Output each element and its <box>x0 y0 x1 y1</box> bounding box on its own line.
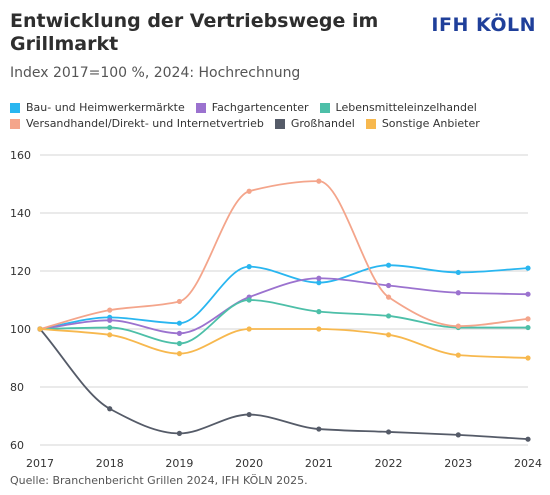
data-point-gro-handel <box>455 432 461 438</box>
data-point-sonstige-anbieter <box>316 326 322 332</box>
data-point-bau-und-heimwerkerm-rkte <box>316 280 322 286</box>
data-point-gro-handel <box>316 426 322 432</box>
legend-item-sonstige-anbieter: Sonstige Anbieter <box>365 117 480 130</box>
data-point-fachgartencenter <box>525 291 531 297</box>
data-point-sonstige-anbieter <box>246 326 252 332</box>
data-point-lebensmitteleinzelhandel <box>107 324 113 331</box>
data-point-sonstige-anbieter <box>455 352 461 358</box>
legend-swatch <box>10 102 20 113</box>
series-line-bau-und-heimwerkerm-rkte <box>39 264 529 330</box>
legend-item-versandhandel-direkt-und-internetvertrieb: Versandhandel/Direkt- und Internetvertri… <box>10 117 264 130</box>
data-point-lebensmitteleinzelhandel <box>385 313 392 319</box>
series-line-gro-handel <box>39 328 529 441</box>
data-point-fachgartencenter <box>107 317 113 323</box>
legend-label: Lebensmitteleinzelhandel <box>335 101 477 114</box>
data-point-gro-handel <box>176 430 183 436</box>
legend-item-lebensmitteleinzelhandel: Lebensmitteleinzelhandel <box>319 101 477 114</box>
x-tick-label: 2019 <box>165 457 193 470</box>
data-point-versandhandel-direkt-und-internetvertrieb <box>107 307 113 313</box>
series-line-fachgartencenter <box>39 277 529 335</box>
data-point-bau-und-heimwerkerm-rkte <box>176 320 183 326</box>
data-point-sonstige-anbieter <box>385 332 392 338</box>
legend-label: Fachgartencenter <box>211 101 309 114</box>
legend-label: Großhandel <box>290 117 355 130</box>
data-point-lebensmitteleinzelhandel <box>246 297 252 303</box>
brand-logo: IFH KÖLN <box>431 14 536 36</box>
source-note: Quelle: Branchenbericht Grillen 2024, IF… <box>10 474 308 487</box>
y-tick-label: 160 <box>10 149 31 162</box>
x-tick-label: 2023 <box>444 457 472 470</box>
data-point-bau-und-heimwerkerm-rkte <box>455 269 461 276</box>
data-point-lebensmitteleinzelhandel <box>176 340 183 347</box>
legend-label: Sonstige Anbieter <box>381 117 480 130</box>
data-point-versandhandel-direkt-und-internetvertrieb <box>246 188 252 194</box>
y-tick-label: 120 <box>10 265 31 278</box>
data-point-sonstige-anbieter <box>37 326 43 332</box>
data-point-bau-und-heimwerkerm-rkte <box>246 264 252 270</box>
data-point-lebensmitteleinzelhandel <box>316 309 322 315</box>
data-point-gro-handel <box>107 406 113 412</box>
line-chart: 60 80 100 120 140 160 2017 2018 2019 2020 2021 2022… <box>10 149 542 470</box>
data-point-gro-handel <box>385 429 392 435</box>
y-tick-label: 60 <box>10 439 24 452</box>
legend-label: Bau- und Heimwerkermärkte <box>26 101 185 114</box>
chart-title: Entwicklung der Vertriebswege im Grillma… <box>10 10 379 55</box>
data-point-fachgartencenter <box>455 290 461 296</box>
data-point-fachgartencenter <box>176 330 183 336</box>
legend-swatch <box>10 118 20 129</box>
x-tick-label: 2024 <box>514 457 542 470</box>
x-tick-label: 2017 <box>26 457 54 470</box>
y-tick-label: 80 <box>10 381 24 394</box>
data-point-fachgartencenter <box>316 275 322 281</box>
data-point-bau-und-heimwerkerm-rkte <box>525 265 531 271</box>
data-point-versandhandel-direkt-und-internetvertrieb <box>316 178 322 184</box>
series-line-versandhandel-direkt-und-internetvertrieb <box>39 180 529 330</box>
data-point-bau-und-heimwerkerm-rkte <box>385 262 392 268</box>
chart-legend: Bau- und Heimwerkermärkte Fachgartencente… <box>10 101 530 130</box>
y-tick-label: 140 <box>10 207 31 220</box>
series-line-sonstige-anbieter <box>39 328 529 359</box>
legend-swatch <box>319 102 330 113</box>
x-tick-label: 2022 <box>375 457 403 470</box>
x-tick-label: 2020 <box>235 457 263 470</box>
data-point-gro-handel <box>246 411 252 418</box>
x-tick-label: 2018 <box>96 457 124 470</box>
legend-item-fachgartencenter: Fachgartencenter <box>195 101 309 114</box>
legend-item-gro-handel: Großhandel <box>274 117 355 130</box>
data-point-versandhandel-direkt-und-internetvertrieb <box>525 316 531 322</box>
data-point-versandhandel-direkt-und-internetvertrieb <box>455 323 461 329</box>
series-line-lebensmitteleinzelhandel <box>39 299 528 345</box>
data-point-sonstige-anbieter <box>176 351 183 357</box>
legend-swatch <box>274 118 285 129</box>
data-point-versandhandel-direkt-und-internetvertrieb <box>385 294 392 300</box>
legend-swatch <box>195 102 206 113</box>
data-point-sonstige-anbieter <box>525 355 531 361</box>
legend-swatch <box>365 118 376 129</box>
data-point-gro-handel <box>525 436 531 442</box>
chart-subtitle: Index 2017=100 %, 2024: Hochrechnung <box>10 65 301 81</box>
data-point-fachgartencenter <box>385 282 392 289</box>
data-point-sonstige-anbieter <box>107 332 113 338</box>
legend-label: Versandhandel/Direkt- und Internetvertri… <box>26 117 264 130</box>
data-point-lebensmitteleinzelhandel <box>525 324 531 331</box>
x-tick-label: 2021 <box>305 457 333 470</box>
y-tick-label: 100 <box>10 323 31 336</box>
legend-item-bau-und-heimwerkerm-rkte: Bau- und Heimwerkermärkte <box>10 101 185 114</box>
data-point-versandhandel-direkt-und-internetvertrieb <box>176 298 183 305</box>
